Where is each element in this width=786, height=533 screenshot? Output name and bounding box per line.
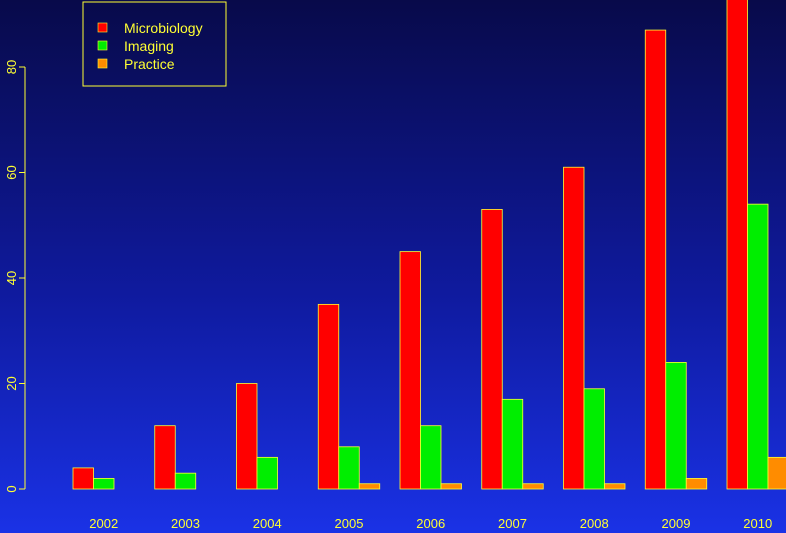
bar-imaging-2004 [256, 456, 278, 490]
legend-swatch-microbiology [97, 22, 108, 33]
bar-imaging-2006 [420, 425, 442, 490]
y-tick-label: 0 [4, 485, 19, 492]
bar-microbiology-2007 [481, 209, 503, 490]
x-tick-label: 2003 [171, 516, 200, 531]
bar-imaging-2002 [93, 478, 115, 490]
x-tick-label: 2007 [498, 516, 527, 531]
y-tick-label: 20 [4, 376, 19, 390]
bar-practice-2007 [522, 483, 544, 490]
y-tick-label: 40 [4, 271, 19, 285]
bar-practice-2009 [685, 478, 708, 490]
x-tick-label: 2009 [662, 516, 691, 531]
bar-imaging-2008 [583, 388, 605, 490]
legend: Microbiology Imaging Practice [82, 1, 227, 87]
bar-practice-2010 [767, 456, 786, 490]
legend-label-imaging: Imaging [124, 38, 174, 54]
legend-box [82, 1, 227, 87]
x-tick-label: 2005 [335, 516, 364, 531]
bar-practice-2006 [440, 483, 462, 490]
x-tick-label: 2004 [253, 516, 282, 531]
bar-microbiology-2006 [399, 251, 421, 490]
bar-microbiology-2009 [644, 29, 667, 490]
bar-imaging-2010 [747, 203, 769, 490]
bar-microbiology-2004 [236, 383, 258, 490]
bar-microbiology-2003 [154, 425, 176, 490]
bar-practice-2008 [604, 483, 626, 490]
bar-imaging-2009 [665, 361, 687, 490]
bar-imaging-2003 [174, 472, 197, 490]
x-tick-label: 2002 [89, 516, 118, 531]
legend-label-practice: Practice [124, 56, 175, 72]
legend-swatch-imaging [97, 40, 108, 51]
x-axis: 2002 2003 2004 2005 2006 2007 2008 2009 2010 [89, 516, 772, 531]
bar-microbiology-2008 [563, 166, 585, 490]
bar-microbiology-2005 [317, 303, 340, 490]
x-tick-label: 2010 [743, 516, 772, 531]
x-tick-label: 2006 [416, 516, 445, 531]
y-tick-label: 80 [4, 60, 19, 74]
bar-microbiology-2002 [72, 467, 94, 490]
bars-layer [72, 0, 786, 490]
bar-imaging-2007 [501, 398, 524, 490]
y-axis: 0 20 40 60 80 [4, 60, 25, 493]
legend-swatch-practice [97, 58, 108, 69]
bar-microbiology-2010 [726, 0, 748, 490]
bar-imaging-2005 [338, 446, 360, 490]
y-tick-label: 60 [4, 165, 19, 179]
x-tick-label: 2008 [580, 516, 609, 531]
bar-practice-2005 [358, 483, 381, 490]
legend-label-microbiology: Microbiology [124, 20, 203, 36]
